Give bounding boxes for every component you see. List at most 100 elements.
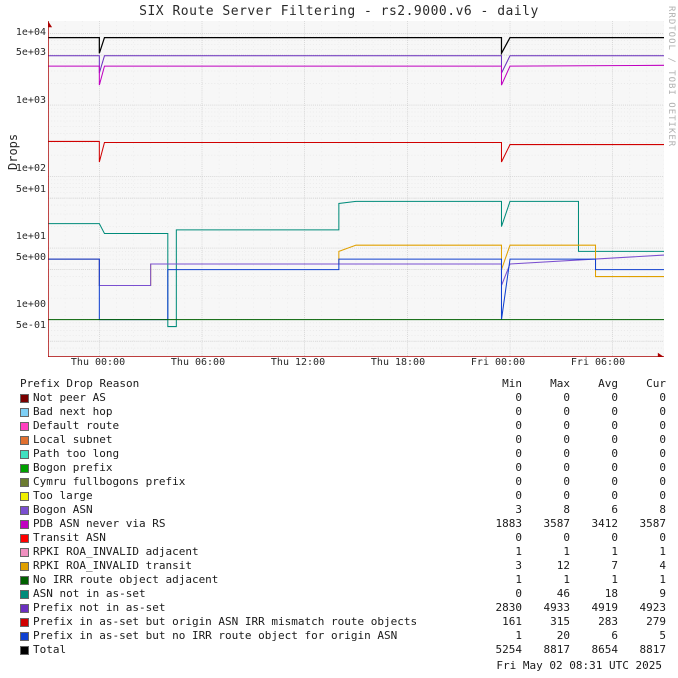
legend-row: No IRR route object adjacent1111 — [20, 573, 666, 587]
legend-row: Total5254881786548817 — [20, 643, 666, 657]
y-tick-label: 5e+01 — [2, 184, 46, 195]
legend-value: 0 — [522, 531, 570, 545]
x-axis-ticks: Thu 00:00Thu 06:00Thu 12:00Thu 18:00Fri … — [48, 357, 664, 371]
legend-row: Bad next hop0000 — [20, 405, 666, 419]
legend-value: 12 — [522, 559, 570, 573]
legend-value: 0 — [570, 489, 618, 503]
legend-value: 8654 — [570, 643, 618, 657]
legend-value: 1 — [474, 573, 522, 587]
legend-swatch — [20, 534, 29, 543]
legend-swatch — [20, 478, 29, 487]
legend-row: Not peer AS0000 — [20, 391, 666, 405]
legend-label: Total — [33, 643, 474, 657]
legend-value: 46 — [522, 587, 570, 601]
legend-swatch — [20, 464, 29, 473]
legend-value: 279 — [618, 615, 666, 629]
legend-swatch — [20, 450, 29, 459]
legend-label: Cymru fullbogons prefix — [33, 475, 474, 489]
legend-value: 0 — [522, 405, 570, 419]
legend-value: 0 — [618, 475, 666, 489]
legend-value: 0 — [522, 461, 570, 475]
legend-value: 8817 — [618, 643, 666, 657]
legend-value: 0 — [570, 447, 618, 461]
legend-value: 0 — [570, 475, 618, 489]
legend-header-col: Avg — [570, 377, 618, 391]
legend-value: 1 — [474, 545, 522, 559]
legend-value: 4933 — [522, 601, 570, 615]
legend-value: 1 — [522, 545, 570, 559]
legend-value: 315 — [522, 615, 570, 629]
legend-value: 8817 — [522, 643, 570, 657]
x-tick-label: Fri 06:00 — [571, 357, 625, 368]
legend-value: 0 — [474, 587, 522, 601]
legend-label: PDB ASN never via RS — [33, 517, 474, 531]
plot-area — [48, 21, 664, 357]
legend-label: Prefix in as-set but origin ASN IRR mism… — [33, 615, 474, 629]
legend-value: 7 — [570, 559, 618, 573]
legend-value: 18 — [570, 587, 618, 601]
legend-label: Bogon ASN — [33, 503, 474, 517]
y-tick-label: 1e+01 — [2, 231, 46, 242]
legend-value: 1 — [618, 545, 666, 559]
legend-value: 20 — [522, 629, 570, 643]
legend-row: RPKI ROA_INVALID transit31274 — [20, 559, 666, 573]
legend-value: 8 — [618, 503, 666, 517]
legend-value: 0 — [618, 447, 666, 461]
legend-value: 4923 — [618, 601, 666, 615]
x-tick-label: Thu 00:00 — [71, 357, 125, 368]
y-tick-label: 1e+00 — [2, 299, 46, 310]
legend-value: 0 — [522, 391, 570, 405]
legend-value: 8 — [522, 503, 570, 517]
legend-swatch — [20, 632, 29, 641]
legend-label: Prefix not in as-set — [33, 601, 474, 615]
legend-row: Local subnet0000 — [20, 433, 666, 447]
legend-label: Prefix in as-set but no IRR route object… — [33, 629, 474, 643]
legend-swatch — [20, 604, 29, 613]
legend-label: Bad next hop — [33, 405, 474, 419]
legend-row: Prefix not in as-set2830493349194923 — [20, 601, 666, 615]
legend-value: 2830 — [474, 601, 522, 615]
y-tick-label: 5e-01 — [2, 320, 46, 331]
legend-label: RPKI ROA_INVALID transit — [33, 559, 474, 573]
legend-label: Default route — [33, 419, 474, 433]
legend-value: 0 — [570, 419, 618, 433]
legend-header-col: Max — [522, 377, 570, 391]
legend-row: Prefix in as-set but origin ASN IRR mism… — [20, 615, 666, 629]
legend-value: 0 — [618, 489, 666, 503]
legend-row: Prefix in as-set but no IRR route object… — [20, 629, 666, 643]
legend-value: 0 — [570, 405, 618, 419]
legend-row: Path too long0000 — [20, 447, 666, 461]
legend-label: Local subnet — [33, 433, 474, 447]
legend-swatch — [20, 548, 29, 557]
legend-row: Cymru fullbogons prefix0000 — [20, 475, 666, 489]
y-tick-label: 5e+03 — [2, 47, 46, 58]
legend-row: Bogon prefix0000 — [20, 461, 666, 475]
legend-value: 0 — [474, 489, 522, 503]
legend-label: Transit ASN — [33, 531, 474, 545]
legend-value: 0 — [522, 475, 570, 489]
legend-swatch — [20, 646, 29, 655]
legend-value: 283 — [570, 615, 618, 629]
y-tick-label: 1e+03 — [2, 95, 46, 106]
legend-row: Bogon ASN3868 — [20, 503, 666, 517]
y-tick-label: 5e+00 — [2, 252, 46, 263]
legend-swatch — [20, 590, 29, 599]
x-tick-label: Fri 00:00 — [471, 357, 525, 368]
legend-swatch — [20, 436, 29, 445]
timestamp: Fri May 02 08:31 UTC 2025 — [0, 659, 662, 672]
chart-title: SIX Route Server Filtering - rs2.9000.v6… — [0, 0, 678, 19]
legend-value: 5254 — [474, 643, 522, 657]
legend-swatch — [20, 506, 29, 515]
x-tick-label: Thu 06:00 — [171, 357, 225, 368]
rrdtool-graph: SIX Route Server Filtering - rs2.9000.v6… — [0, 0, 678, 678]
legend-value: 1 — [570, 573, 618, 587]
legend-swatch — [20, 422, 29, 431]
legend-value: 9 — [618, 587, 666, 601]
legend-value: 0 — [522, 447, 570, 461]
legend-value: 6 — [570, 629, 618, 643]
legend-value: 1 — [474, 629, 522, 643]
legend-swatch — [20, 562, 29, 571]
y-tick-label: 1e+02 — [2, 163, 46, 174]
legend-value: 1 — [522, 573, 570, 587]
legend-value: 0 — [474, 433, 522, 447]
